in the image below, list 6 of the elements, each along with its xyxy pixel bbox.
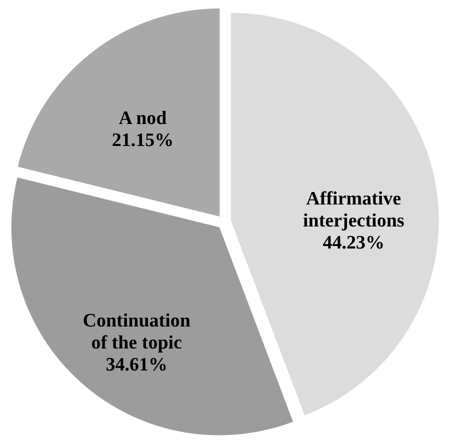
slice-label: Continuation of the topic xyxy=(82,310,191,354)
data-label: 34.61% xyxy=(106,354,168,376)
data-label: 21.15% xyxy=(112,130,174,152)
slice-label: A nod xyxy=(118,108,168,130)
data-label: 44.23% xyxy=(322,232,385,254)
slice-label: Affirmative interjections xyxy=(302,188,404,232)
